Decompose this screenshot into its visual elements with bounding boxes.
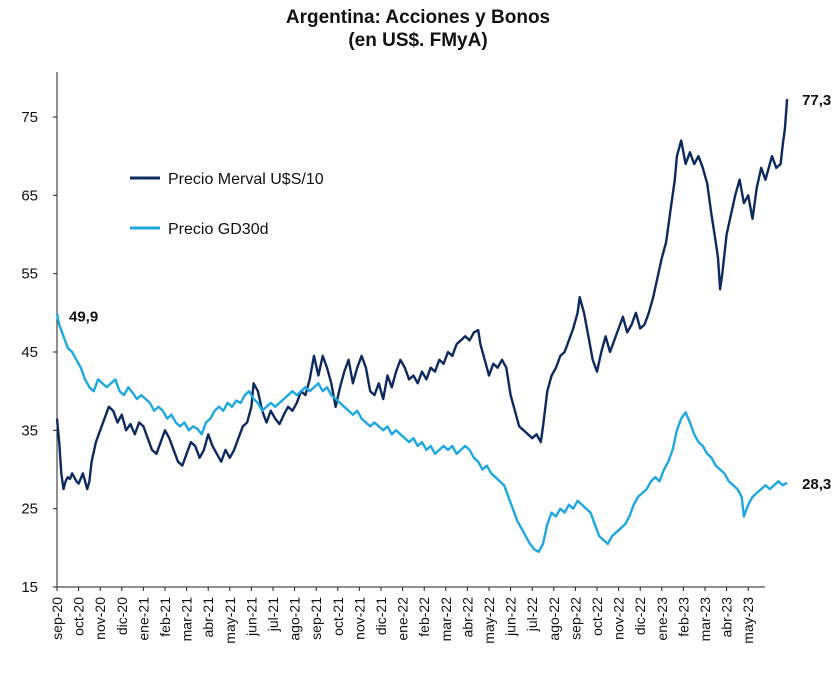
- x-tick-label: abr-21: [200, 597, 216, 638]
- series-layer: [55, 98, 789, 553]
- x-tick-label: ene-22: [395, 597, 411, 641]
- x-tick-label: mar-22: [438, 597, 454, 642]
- end-labels: 49,9 77,3 28,3: [69, 92, 831, 493]
- x-tick-label: dic-21: [373, 597, 389, 635]
- x-tick-label: feb-23: [675, 597, 691, 637]
- axes: 15 25 35 45 55 65 75 sep-20 oct-20 nov-20 dic-20 en…: [21, 72, 765, 644]
- y-tick-label: 65: [21, 187, 38, 204]
- x-tick-label: ene-21: [135, 597, 151, 641]
- x-tick-label: may-23: [740, 597, 756, 644]
- x-tick-label: jun-21: [243, 597, 259, 637]
- x-tick-label: dic-20: [114, 597, 130, 635]
- x-tick-label: dic-22: [632, 597, 648, 635]
- data-label: 49,9: [69, 309, 98, 326]
- x-tick-label: feb-21: [157, 597, 173, 637]
- chart-subtitle: (en US$. FMyA): [348, 30, 488, 51]
- x-tick-label: oct-21: [330, 597, 346, 636]
- x-tick-label: jul-22: [524, 597, 540, 632]
- x-tick-label: ago-22: [546, 597, 562, 641]
- legend-label-merval: Precio Merval U$S/10: [168, 171, 324, 188]
- x-tick-label: oct-22: [589, 597, 605, 636]
- y-tick-label: 35: [21, 422, 38, 439]
- x-tick-label: jul-21: [265, 597, 281, 632]
- y-tick-label: 15: [21, 579, 38, 596]
- x-tick-label: nov-20: [92, 597, 108, 640]
- x-tick-label: nov-21: [351, 597, 367, 640]
- x-tick-label: sep-22: [567, 597, 583, 640]
- x-tick-label: mar-23: [697, 597, 713, 642]
- x-tick-label: oct-20: [71, 597, 87, 636]
- data-label: 28,3: [802, 476, 831, 493]
- x-tick-label: may-22: [481, 597, 497, 644]
- x-tick-label: abr-23: [719, 597, 735, 638]
- y-tick-label: 45: [21, 344, 38, 361]
- series-line-merval: [55, 98, 789, 491]
- legend: Precio Merval U$S/10 Precio GD30d: [130, 171, 324, 238]
- x-tick-label: ene-23: [654, 597, 670, 641]
- x-tick-label: feb-22: [416, 597, 432, 637]
- legend-label-gd30d: Precio GD30d: [168, 221, 269, 238]
- y-tick-label: 55: [21, 266, 38, 283]
- series-line-gd30d: [55, 313, 788, 553]
- x-tick-label: abr-22: [459, 597, 475, 638]
- x-tick-label: nov-22: [611, 597, 627, 640]
- data-label: 77,3: [802, 92, 831, 109]
- y-tick-label: 25: [21, 501, 38, 518]
- x-tick-label: sep-21: [308, 597, 324, 640]
- chart-title: Argentina: Acciones y Bonos: [285, 7, 551, 28]
- x-tick-label: sep-20: [49, 597, 65, 640]
- x-tick-label: mar-21: [179, 597, 195, 642]
- y-tick-label: 75: [21, 109, 38, 126]
- x-tick-label: jun-22: [503, 597, 519, 637]
- x-tick-label: may-21: [222, 597, 238, 644]
- x-tick-label: ago-21: [287, 597, 303, 641]
